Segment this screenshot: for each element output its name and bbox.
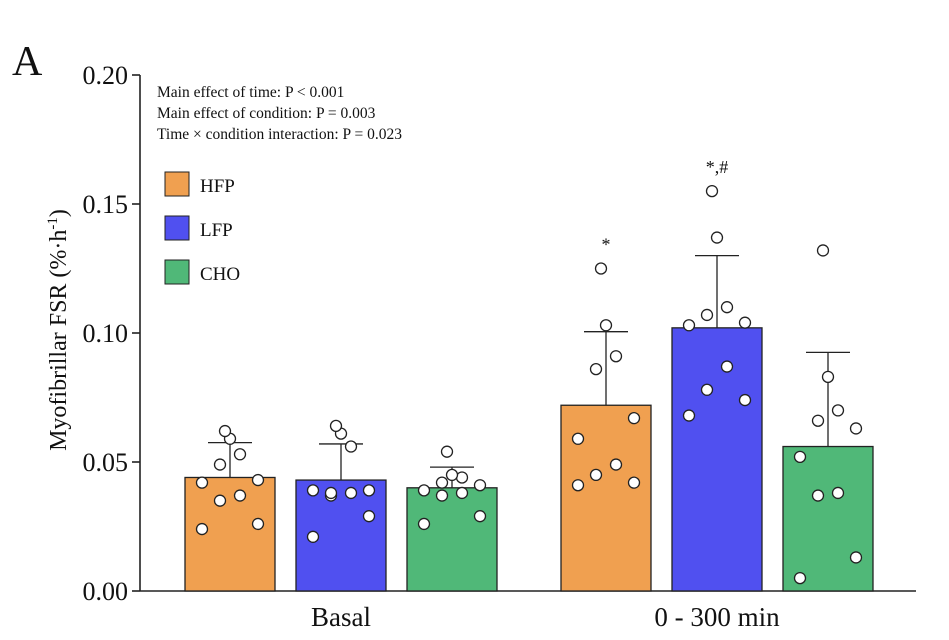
data-point xyxy=(831,404,845,417)
chart-marks: * *,# xyxy=(184,157,874,592)
data-point xyxy=(435,476,449,489)
data-point xyxy=(473,510,487,523)
data-point xyxy=(306,530,320,543)
data-point xyxy=(455,486,469,500)
data-point xyxy=(218,424,232,438)
data-point xyxy=(849,551,863,564)
data-point xyxy=(821,370,835,384)
legend-label-cho: CHO xyxy=(200,264,240,285)
data-point xyxy=(816,244,830,257)
annotation-condition: Main effect of condition: P = 0.003 xyxy=(157,105,376,122)
stats-annotations: Main effect of time: P < 0.001 Main effe… xyxy=(157,84,402,143)
y-tick-label: 0.15 xyxy=(83,190,129,219)
data-point xyxy=(811,414,825,427)
y-tick-label: 0.10 xyxy=(83,319,129,348)
bar xyxy=(184,476,276,592)
bar xyxy=(671,327,763,592)
data-point xyxy=(362,510,376,523)
legend-label-hfp: HFP xyxy=(200,176,235,197)
data-point xyxy=(306,484,320,497)
data-point xyxy=(324,486,338,500)
y-tick-label: 0.05 xyxy=(83,448,129,477)
data-point xyxy=(700,383,714,396)
data-point xyxy=(435,489,449,502)
legend: HFP LFP CHO xyxy=(164,171,240,285)
data-point xyxy=(599,319,613,332)
y-tick-label: 0.20 xyxy=(83,61,129,90)
data-point xyxy=(589,362,603,376)
x-tick-label: 0 - 300 min xyxy=(654,602,780,632)
data-point xyxy=(627,476,641,489)
data-point xyxy=(705,184,719,198)
data-point xyxy=(344,486,358,500)
bar xyxy=(560,404,652,592)
data-point xyxy=(682,409,696,422)
data-point xyxy=(571,432,585,445)
data-point xyxy=(589,468,603,482)
data-point xyxy=(233,489,247,502)
data-point xyxy=(720,360,734,373)
data-point xyxy=(609,458,623,471)
data-point xyxy=(329,419,343,433)
y-tick-label: 0.00 xyxy=(83,577,129,606)
data-point xyxy=(344,440,358,453)
data-point xyxy=(417,517,431,531)
data-point xyxy=(793,450,807,463)
legend-label-lfp: LFP xyxy=(200,220,233,241)
data-point xyxy=(682,319,696,332)
annotation-time: Main effect of time: P < 0.001 xyxy=(157,84,344,101)
annotation-interaction: Time × condition interaction: P = 0.023 xyxy=(157,126,402,143)
data-point xyxy=(811,489,825,502)
data-point xyxy=(455,471,469,484)
axes: 0.00 0.05 0.10 0.15 0.20 Basal 0 - 300 min xyxy=(83,61,916,632)
data-point xyxy=(594,262,608,275)
data-point xyxy=(445,468,459,482)
data-point xyxy=(720,301,734,314)
bar xyxy=(782,445,874,592)
data-point xyxy=(627,411,641,425)
data-point xyxy=(417,484,431,497)
data-point xyxy=(849,422,863,435)
data-point xyxy=(195,476,209,489)
data-point xyxy=(700,308,714,322)
legend-swatch-lfp xyxy=(164,215,190,241)
data-point xyxy=(793,571,807,585)
data-point xyxy=(710,231,724,244)
data-point xyxy=(473,479,487,492)
legend-swatch-cho xyxy=(164,259,190,285)
data-point xyxy=(251,473,265,487)
legend-swatch-hfp xyxy=(164,171,190,197)
data-point xyxy=(738,393,752,407)
data-point xyxy=(738,316,752,329)
data-point xyxy=(195,522,209,536)
data-point xyxy=(571,479,585,492)
data-point xyxy=(213,458,227,471)
bar xyxy=(406,487,498,592)
data-point xyxy=(362,484,376,497)
panel-label: A xyxy=(12,39,43,85)
data-point xyxy=(831,486,845,500)
data-point xyxy=(213,494,227,507)
data-point xyxy=(251,517,265,531)
significance-mark: * xyxy=(602,235,611,255)
x-tick-label: Basal xyxy=(311,602,371,632)
y-axis-label: Myofibrillar FSR (%·h-1) xyxy=(45,209,72,451)
data-point xyxy=(440,445,454,458)
data-point xyxy=(233,448,247,461)
significance-mark: *,# xyxy=(706,157,729,177)
data-point xyxy=(609,350,623,363)
